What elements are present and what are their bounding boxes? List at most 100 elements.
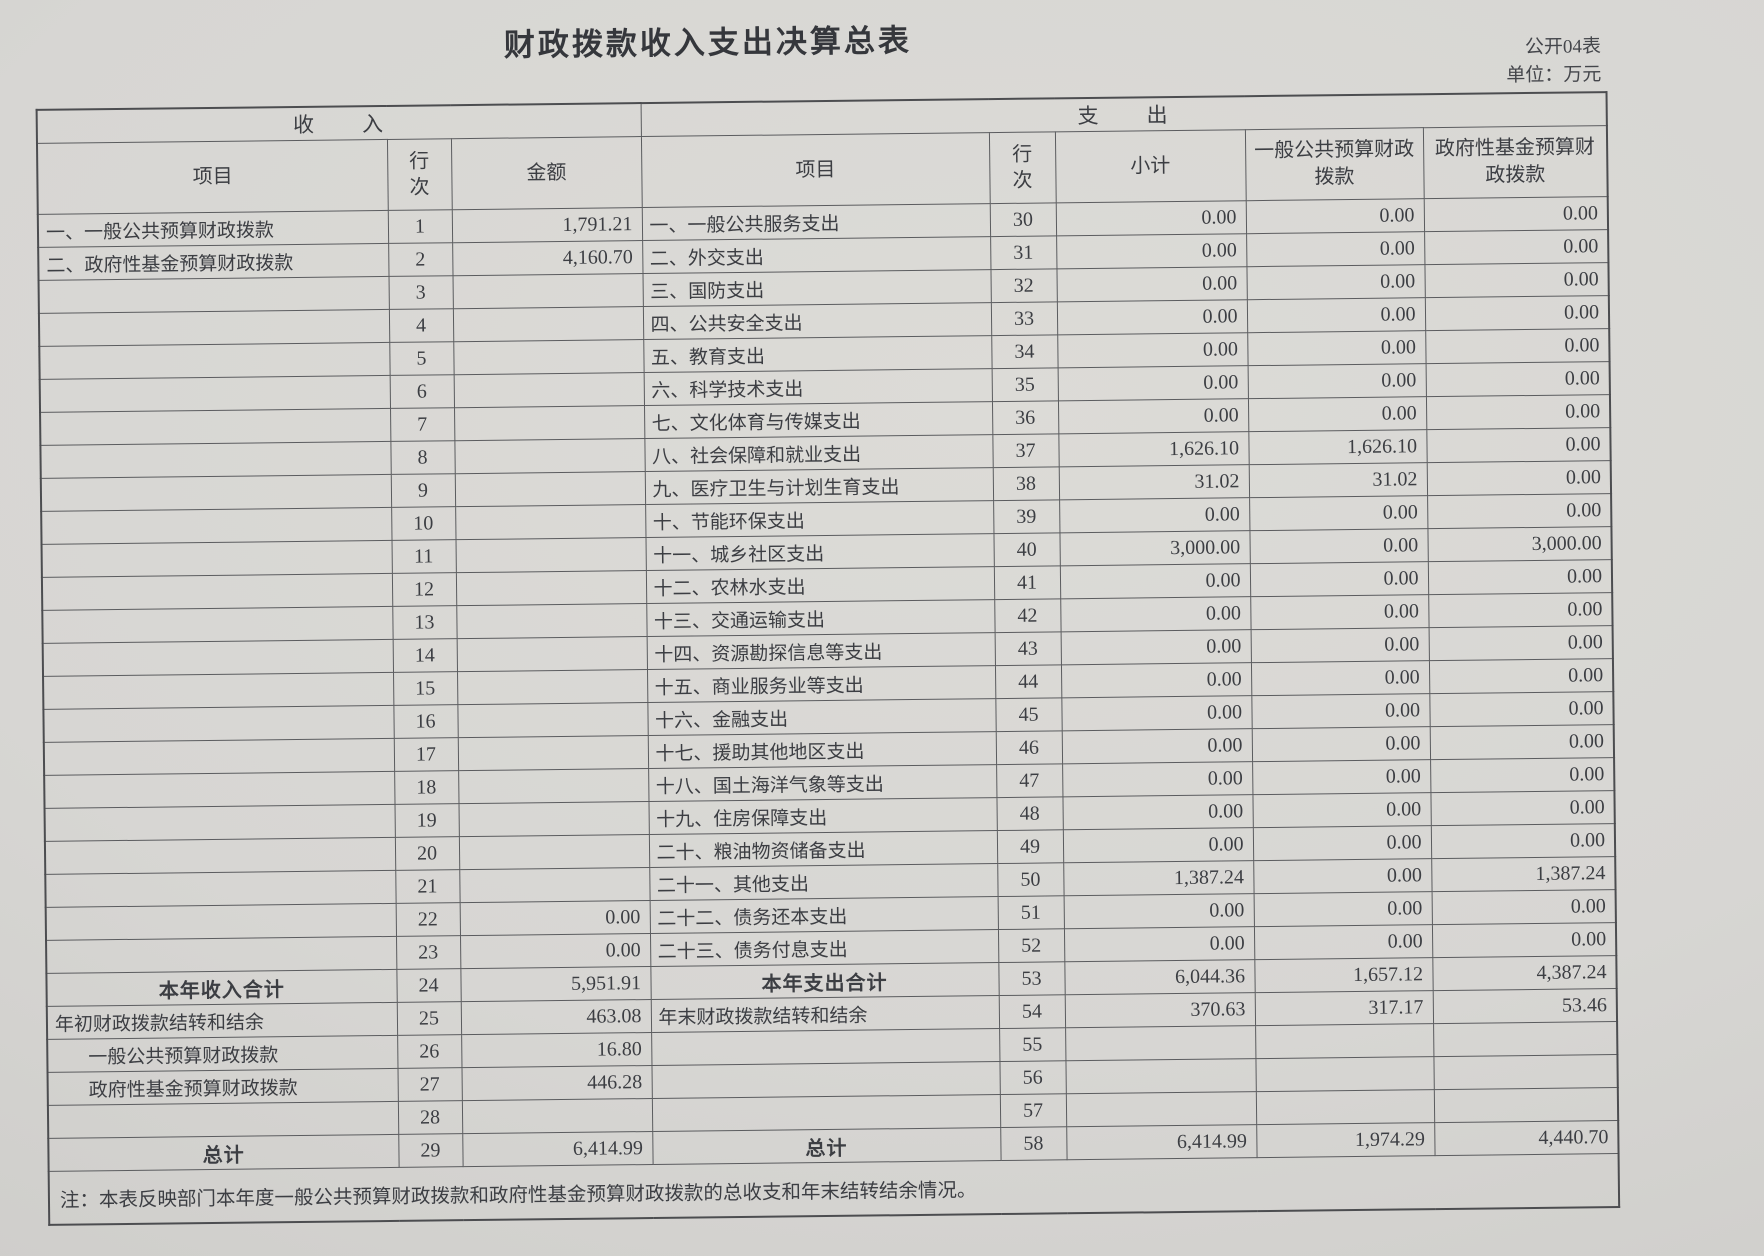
income-amount-cell xyxy=(456,636,648,672)
expense-general-budget-cell: 0.00 xyxy=(1253,924,1433,960)
expense-general-budget-cell: 0.00 xyxy=(1249,495,1428,531)
income-amount-cell xyxy=(458,801,649,837)
income-amount-cell xyxy=(461,1098,653,1134)
expense-govt-fund-cell: 0.00 xyxy=(1424,262,1609,298)
income-item-cell: 政府性基金预算财政拨款 xyxy=(47,1068,398,1106)
expense-subtotal-cell: 6,044.36 xyxy=(1064,959,1255,995)
income-item-cell xyxy=(43,672,394,710)
income-amount-cell xyxy=(457,735,649,771)
income-line-cell: 7 xyxy=(390,407,455,442)
col-header-expense-line: 行次 xyxy=(988,131,1056,204)
expense-item-cell: 六、科学技术支出 xyxy=(643,368,993,406)
expense-subtotal-cell: 0.00 xyxy=(1060,662,1252,698)
unit-label: 单位：万元 xyxy=(1506,63,1602,86)
income-amount-cell xyxy=(454,471,646,507)
expense-general-budget-cell: 0.00 xyxy=(1253,891,1432,927)
expense-subtotal-cell: 370.63 xyxy=(1064,992,1256,1028)
expense-govt-fund-cell: 0.00 xyxy=(1430,790,1615,826)
expense-general-budget-cell: 0.00 xyxy=(1250,627,1429,663)
expense-item-cell: 二十一、其他支出 xyxy=(649,863,998,901)
expense-line-cell: 53 xyxy=(998,961,1065,996)
expense-item-cell: 九、医疗卫生与计划生育支出 xyxy=(644,467,994,505)
income-amount-cell xyxy=(455,570,647,606)
expense-subtotal-cell: 1,626.10 xyxy=(1058,431,1249,467)
expense-subtotal-cell: 0.00 xyxy=(1056,299,1248,335)
expense-subtotal-cell: 0.00 xyxy=(1062,794,1253,830)
expense-general-budget-cell: 0.00 xyxy=(1252,825,1432,861)
income-line-cell: 23 xyxy=(396,935,461,970)
expense-govt-fund-cell: 0.00 xyxy=(1431,889,1617,925)
fiscal-summary-table: 收 入 支 出 项目 行次 金额 项目 行次 小计 一般公共预算财政拨款 政府性… xyxy=(35,91,1621,1226)
income-line-cell: 2 xyxy=(388,242,453,277)
expense-item-cell: 二十三、债务付息支出 xyxy=(650,929,999,967)
income-amount-cell: 4,160.70 xyxy=(452,240,643,276)
expense-item-cell: 本年支出合计 xyxy=(650,962,999,1000)
expense-line-cell: 57 xyxy=(999,1093,1067,1128)
income-amount-cell xyxy=(457,702,648,738)
income-item-cell: 总计 xyxy=(48,1134,399,1172)
income-line-cell: 17 xyxy=(393,737,459,772)
expense-govt-fund-cell: 0.00 xyxy=(1426,427,1611,463)
expense-general-budget-cell: 0.00 xyxy=(1246,264,1425,300)
expense-line-cell: 58 xyxy=(1000,1126,1067,1161)
expense-subtotal-cell: 0.00 xyxy=(1058,398,1249,434)
income-line-cell: 29 xyxy=(398,1133,463,1168)
expense-line-cell: 44 xyxy=(995,664,1062,699)
income-amount-cell: 6,414.99 xyxy=(462,1131,653,1167)
income-line-cell: 28 xyxy=(397,1100,463,1135)
expense-subtotal-cell: 0.00 xyxy=(1061,695,1252,731)
expense-general-budget-cell: 0.00 xyxy=(1247,363,1426,399)
income-item-cell: 一、一般公共预算财政拨款 xyxy=(37,210,389,248)
income-line-cell: 24 xyxy=(396,968,461,1003)
expense-line-cell: 46 xyxy=(995,730,1063,765)
col-header-expense-subtotal: 小计 xyxy=(1054,129,1246,203)
expense-item-cell: 十九、住房保障支出 xyxy=(648,797,997,835)
table-body: 一、一般公共预算财政拨款 1 1,791.21 一、一般公共服务支出 30 0.… xyxy=(37,196,1619,1172)
expense-general-budget-cell xyxy=(1255,1056,1434,1092)
income-item-cell xyxy=(45,870,396,908)
income-item-cell xyxy=(42,639,394,677)
expense-item-cell xyxy=(651,1061,1000,1099)
income-item-cell xyxy=(41,540,392,578)
sheet-label: 公开04表 xyxy=(1524,36,1602,59)
expense-subtotal-cell: 0.00 xyxy=(1063,893,1254,929)
expense-govt-fund-cell: 0.00 xyxy=(1428,592,1613,628)
expense-line-cell: 36 xyxy=(992,400,1059,435)
expense-item-cell: 十一、城乡社区支出 xyxy=(645,533,994,571)
income-line-cell: 8 xyxy=(390,440,455,475)
expense-subtotal-cell: 0.00 xyxy=(1056,233,1247,269)
col-header-income-line: 行次 xyxy=(386,138,452,211)
col-header-expense-fund: 政府性基金预算财政拨款 xyxy=(1422,125,1608,199)
expense-govt-fund-cell: 0.00 xyxy=(1425,394,1611,430)
expense-line-cell: 48 xyxy=(996,796,1063,831)
expense-govt-fund-cell: 4,387.24 xyxy=(1432,955,1617,991)
expense-item-cell: 二、外交支出 xyxy=(642,236,991,274)
expense-subtotal-cell: 0.00 xyxy=(1062,827,1254,863)
income-line-cell: 15 xyxy=(393,671,458,706)
income-line-cell: 27 xyxy=(397,1067,462,1102)
income-amount-cell xyxy=(454,405,645,441)
expense-item-cell: 五、教育支出 xyxy=(643,335,992,373)
expense-subtotal-cell: 0.00 xyxy=(1059,563,1251,599)
expense-subtotal-cell: 31.02 xyxy=(1058,464,1250,500)
expense-line-cell: 37 xyxy=(992,433,1059,468)
expense-line-cell: 41 xyxy=(993,565,1061,600)
expense-general-budget-cell: 0.00 xyxy=(1250,594,1429,630)
income-line-cell: 11 xyxy=(391,539,456,574)
expense-line-cell: 50 xyxy=(997,862,1064,897)
income-item-cell: 二、政府性基金预算财政拨款 xyxy=(38,243,389,281)
income-amount-cell: 0.00 xyxy=(459,900,651,936)
expense-general-budget-cell: 0.00 xyxy=(1246,231,1425,267)
income-amount-cell xyxy=(458,768,649,804)
expense-general-budget-cell: 1,657.12 xyxy=(1254,957,1433,993)
expense-general-budget-cell: 0.00 xyxy=(1252,759,1431,795)
expense-general-budget-cell: 0.00 xyxy=(1247,330,1426,366)
expense-item-cell: 一、一般公共服务支出 xyxy=(641,203,991,241)
expense-subtotal-cell: 0.00 xyxy=(1060,629,1251,665)
expense-govt-fund-cell: 0.00 xyxy=(1428,658,1614,694)
income-item-cell xyxy=(43,705,394,743)
expense-govt-fund-cell: 0.00 xyxy=(1429,724,1615,760)
income-line-cell: 25 xyxy=(396,1001,462,1036)
income-line-cell: 9 xyxy=(390,473,456,508)
income-amount-cell xyxy=(455,537,646,573)
